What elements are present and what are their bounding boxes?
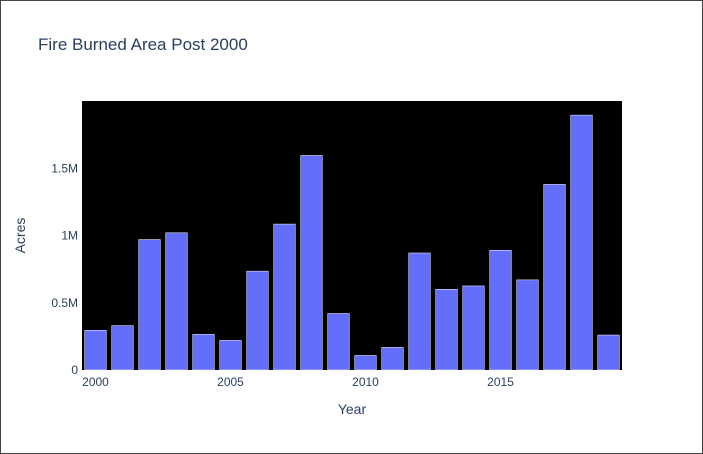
bar-2006 <box>246 270 269 371</box>
bar-2013 <box>435 289 458 371</box>
chart-title: Fire Burned Area Post 2000 <box>38 35 248 54</box>
y-tick-label: 0 <box>71 363 78 377</box>
bar-2018 <box>570 114 593 371</box>
y-tick-label: 1M <box>61 229 78 243</box>
bar-2012 <box>408 252 431 371</box>
x-tick-label: 2010 <box>352 375 379 389</box>
y-axis-ticks: 0 0.5M 1M 1.5M <box>51 161 78 377</box>
bar-2009 <box>327 313 350 371</box>
bar-2014 <box>462 285 485 371</box>
x-tick-label: 2000 <box>82 375 109 389</box>
bars-group <box>84 114 620 371</box>
bar-2001 <box>111 325 134 371</box>
y-tick-label: 0.5M <box>51 296 78 310</box>
x-tick-label: 2005 <box>217 375 244 389</box>
x-axis-ticks: 2000 2005 2010 2015 <box>82 375 514 389</box>
x-tick-label: 2015 <box>487 375 514 389</box>
bar-2010 <box>354 355 377 371</box>
bar-2019 <box>597 334 620 371</box>
bar-2015 <box>489 250 512 371</box>
bar-2016 <box>516 279 539 371</box>
x-axis-title: Year <box>338 401 367 417</box>
bar-2000 <box>84 330 107 371</box>
bar-2005 <box>219 340 242 371</box>
bar-2017 <box>543 184 566 371</box>
bar-2004 <box>192 334 215 371</box>
bar-2007 <box>273 223 296 371</box>
y-tick-label: 1.5M <box>51 161 78 175</box>
y-axis-title: Acres <box>12 218 28 254</box>
bar-2002 <box>138 239 161 371</box>
bar-2003 <box>165 232 188 371</box>
bar-2008 <box>300 155 323 371</box>
bar-2011 <box>381 347 404 371</box>
plot-area <box>82 101 622 370</box>
